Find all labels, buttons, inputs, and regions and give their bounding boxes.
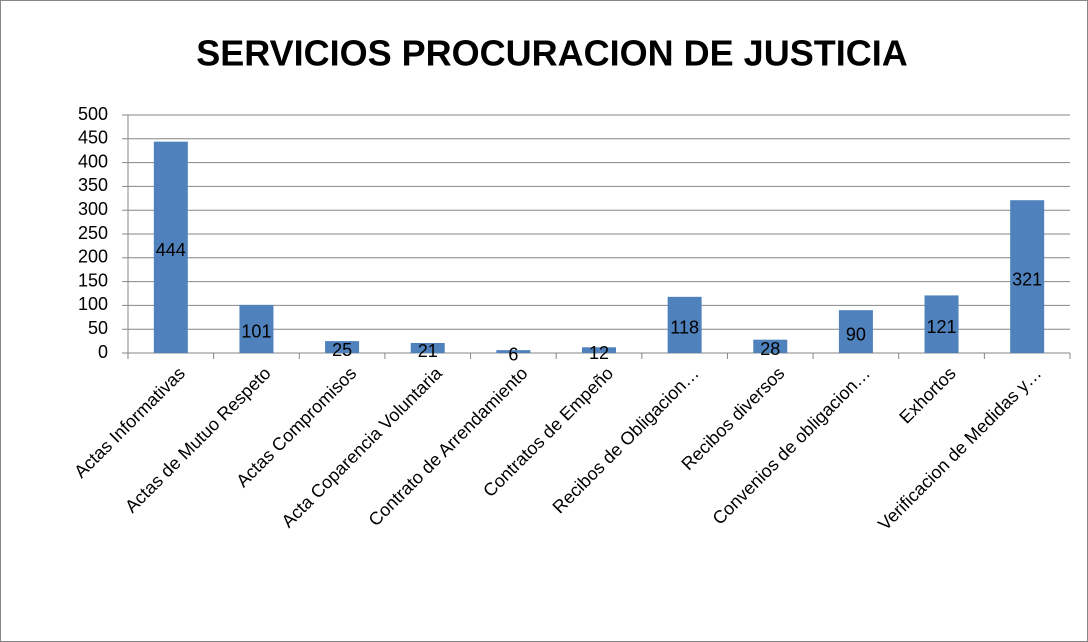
bar (496, 350, 531, 353)
y-tick-label: 350 (78, 175, 108, 195)
data-label: 118 (670, 318, 699, 338)
bar (924, 295, 959, 353)
data-label: 121 (927, 317, 957, 337)
y-tick-label: 450 (78, 128, 108, 148)
y-tick-label: 250 (78, 223, 108, 243)
data-label: 90 (846, 324, 866, 344)
data-label: 101 (241, 322, 271, 342)
data-label: 12 (589, 343, 609, 363)
data-label: 28 (760, 339, 780, 359)
y-tick-label: 0 (98, 342, 108, 362)
bar (239, 304, 274, 353)
data-label: 21 (418, 341, 438, 361)
data-label: 321 (1012, 269, 1042, 289)
bar (153, 141, 188, 353)
chart-title: SERVICIOS PROCURACION DE JUSTICIA (196, 33, 907, 74)
bar (1010, 200, 1045, 353)
data-label: 6 (508, 344, 518, 364)
y-tick-label: 200 (78, 247, 108, 267)
data-label: 444 (156, 240, 186, 260)
bar (838, 310, 873, 353)
bar (325, 341, 360, 353)
y-tick-label: 400 (78, 151, 108, 171)
y-tick-label: 500 (78, 104, 108, 124)
y-tick-label: 50 (88, 318, 108, 338)
bar (410, 343, 445, 353)
y-tick-label: 300 (78, 199, 108, 219)
bar (667, 296, 702, 353)
y-tick-label: 100 (78, 294, 108, 314)
bar (753, 339, 788, 353)
bar (582, 347, 616, 353)
data-label: 25 (332, 340, 352, 360)
y-tick-label: 150 (78, 270, 108, 290)
